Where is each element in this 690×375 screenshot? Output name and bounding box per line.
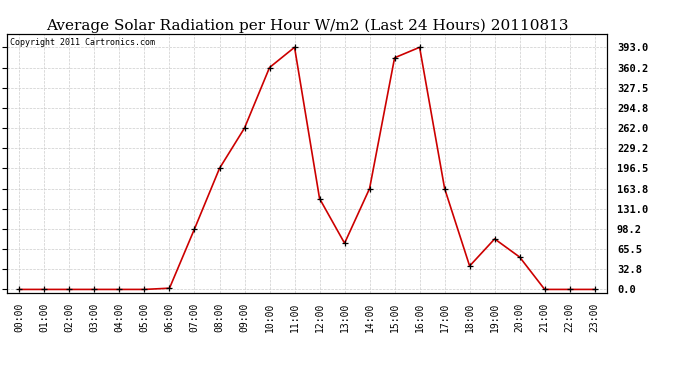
Text: Copyright 2011 Cartronics.com: Copyright 2011 Cartronics.com — [10, 38, 155, 46]
Title: Average Solar Radiation per Hour W/m2 (Last 24 Hours) 20110813: Average Solar Radiation per Hour W/m2 (L… — [46, 18, 569, 33]
